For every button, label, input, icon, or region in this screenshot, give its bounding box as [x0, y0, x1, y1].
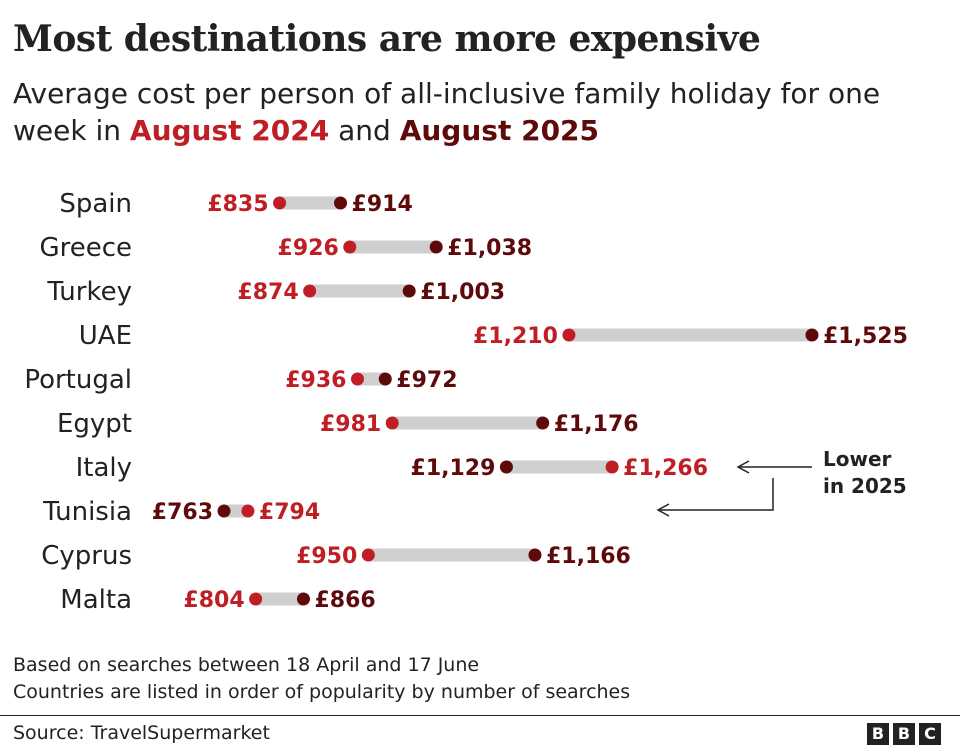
dot-2025: [334, 196, 348, 210]
value-label-2025: £1,525: [823, 324, 908, 349]
value-label-2024: £981: [320, 412, 381, 437]
country-label: Egypt: [57, 409, 132, 439]
dot-2025: [217, 504, 231, 518]
subtitle-prefix: Average cost per person of all-inclusive…: [13, 77, 881, 147]
bbc-logo: B B C: [867, 723, 941, 745]
dot-2025: [499, 460, 513, 474]
value-label-2025: £914: [352, 192, 413, 217]
dumbbell-chart: Spain £835 £914 Greece £926 £1,038 Turkey £874 £…: [24, 189, 908, 615]
dot-2024: [241, 504, 255, 518]
dot-2024: [350, 372, 364, 386]
footnote-1: Based on searches between 18 April and 1…: [13, 654, 480, 676]
annotation-arrow-line: [660, 478, 774, 511]
dot-2025: [296, 592, 310, 606]
value-label-2025: £1,166: [546, 544, 631, 569]
subtitle-year-2025: August 2025: [399, 114, 600, 147]
dot-2025: [429, 240, 443, 254]
dot-2025: [528, 548, 542, 562]
dot-2024: [343, 240, 357, 254]
value-label-2025: £1,129: [411, 456, 496, 481]
dot-2024: [562, 328, 576, 342]
country-label: Portugal: [24, 365, 132, 395]
subtitle-conjunction: and: [329, 114, 400, 147]
dot-2024: [361, 548, 375, 562]
dot-2025: [402, 284, 416, 298]
annotation-line-2: in 2025: [823, 474, 907, 498]
value-label-2024: £950: [296, 544, 357, 569]
chart-subtitle: Average cost per person of all-inclusive…: [13, 75, 953, 149]
dot-2024: [273, 196, 287, 210]
bbc-logo-letter: B: [867, 723, 889, 745]
value-label-2024: £874: [237, 280, 298, 305]
annotation-line-1: Lower: [823, 447, 892, 471]
footnote-2: Countries are listed in order of popular…: [13, 681, 631, 703]
dot-2025: [536, 416, 550, 430]
country-label: Spain: [59, 189, 132, 219]
subtitle-year-2024: August 2024: [129, 114, 330, 147]
value-label-2025: £866: [314, 588, 375, 613]
value-label-2024: £1,266: [623, 456, 708, 481]
value-label-2025: £1,003: [420, 280, 505, 305]
value-label-2024: £1,210: [473, 324, 558, 349]
source-text: Source: TravelSupermarket: [13, 722, 270, 744]
annotation-arrowhead: [736, 460, 750, 474]
dot-2024: [385, 416, 399, 430]
footer-rule: [0, 715, 960, 716]
country-label: UAE: [79, 321, 132, 351]
value-label-2025: £763: [152, 500, 213, 525]
dot-2025: [805, 328, 819, 342]
dot-2025: [378, 372, 392, 386]
dot-2024: [605, 460, 619, 474]
value-label-2025: £1,038: [447, 236, 532, 261]
annotation-arrowhead: [656, 503, 670, 517]
country-label: Malta: [60, 585, 132, 615]
value-label-2024: £794: [259, 500, 320, 525]
bbc-logo-letter: B: [893, 723, 915, 745]
value-label-2025: £972: [396, 368, 457, 393]
value-label-2024: £936: [285, 368, 346, 393]
chart-title: Most destinations are more expensive: [13, 18, 761, 60]
bbc-logo-letter: C: [919, 723, 941, 745]
value-label-2024: £926: [278, 236, 339, 261]
dot-2024: [303, 284, 317, 298]
country-label: Greece: [39, 233, 132, 263]
country-label: Italy: [76, 453, 132, 483]
country-label: Tunisia: [42, 497, 132, 527]
country-label: Cyprus: [41, 541, 132, 571]
dot-2024: [249, 592, 263, 606]
value-label-2025: £1,176: [554, 412, 639, 437]
country-label: Turkey: [46, 277, 132, 307]
value-label-2024: £835: [207, 192, 268, 217]
value-label-2024: £804: [183, 588, 244, 613]
